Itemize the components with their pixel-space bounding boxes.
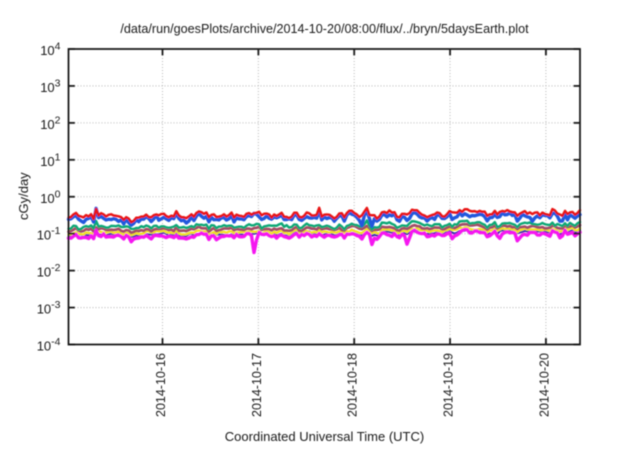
svg-text:2014-10-18: 2014-10-18: [346, 353, 360, 417]
svg-text:100: 100: [40, 188, 60, 206]
svg-text:10-1: 10-1: [37, 225, 61, 243]
svg-text:Coordinated Universal Time (UT: Coordinated Universal Time (UTC): [225, 429, 424, 444]
svg-text:102: 102: [40, 114, 60, 132]
svg-text:cGy/day: cGy/day: [16, 172, 31, 220]
svg-text:2014-10-19: 2014-10-19: [442, 353, 456, 417]
svg-text:10-2: 10-2: [37, 262, 61, 280]
svg-text:2014-10-20: 2014-10-20: [537, 353, 551, 417]
svg-text:104: 104: [40, 41, 60, 59]
svg-text:/data/run/goesPlots/archive/20: /data/run/goesPlots/archive/2014-10-20/0…: [120, 22, 529, 36]
svg-text:10-3: 10-3: [37, 299, 61, 317]
svg-text:103: 103: [40, 77, 60, 95]
svg-text:10-4: 10-4: [37, 336, 61, 354]
svg-text:101: 101: [40, 151, 60, 169]
svg-text:2014-10-16: 2014-10-16: [154, 353, 168, 417]
svg-text:2014-10-17: 2014-10-17: [250, 353, 264, 417]
